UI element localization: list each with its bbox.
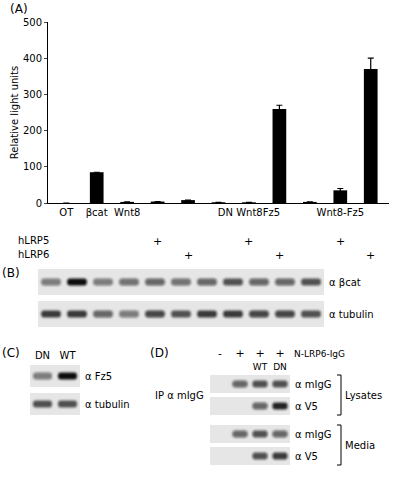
svg-text:(A): (A) — [10, 2, 28, 16]
svg-text:+: + — [244, 235, 253, 248]
svg-text:Wnt8: Wnt8 — [114, 207, 141, 218]
svg-text:βcat: βcat — [86, 207, 108, 218]
svg-text:-: - — [218, 347, 222, 360]
svg-text:Relative light units: Relative light units — [9, 66, 20, 159]
svg-text:+: + — [366, 249, 375, 262]
svg-text:α mIgG: α mIgG — [295, 379, 332, 390]
svg-text:(D): (D) — [150, 346, 169, 360]
svg-text:+: + — [255, 347, 264, 360]
svg-text:N-LRP6-IgG: N-LRP6-IgG — [294, 349, 345, 359]
svg-text:100: 100 — [23, 161, 42, 172]
svg-text:α mIgG: α mIgG — [295, 429, 332, 440]
svg-text:α tubulin: α tubulin — [329, 309, 374, 320]
svg-text:α V5: α V5 — [295, 401, 318, 412]
svg-text:α V5: α V5 — [295, 451, 318, 462]
svg-text:(C): (C) — [2, 346, 20, 360]
svg-text:+: + — [184, 249, 193, 262]
svg-text:+: + — [275, 249, 284, 262]
svg-text:+: + — [153, 235, 162, 248]
svg-text:DN: DN — [35, 350, 50, 361]
svg-text:OT: OT — [59, 207, 74, 218]
svg-text:IP α mIgG: IP α mIgG — [155, 390, 204, 401]
svg-text:+: + — [336, 235, 345, 248]
svg-text:DN: DN — [273, 362, 287, 372]
svg-text:WT: WT — [60, 350, 77, 361]
svg-text:(B): (B) — [2, 266, 20, 280]
svg-text:hLRP5: hLRP5 — [18, 235, 49, 246]
svg-text:+: + — [275, 347, 284, 360]
svg-text:200: 200 — [23, 125, 42, 136]
svg-text:α Fz5: α Fz5 — [85, 371, 112, 382]
svg-text:α tubulin: α tubulin — [85, 399, 130, 410]
svg-text:500: 500 — [23, 17, 42, 28]
svg-text:hLRP6: hLRP6 — [18, 249, 49, 260]
svg-text:300: 300 — [23, 89, 42, 100]
svg-text:+: + — [235, 347, 244, 360]
svg-text:Wnt8-Fz5: Wnt8-Fz5 — [317, 207, 364, 218]
svg-text:Media: Media — [345, 440, 375, 451]
svg-text:α βcat: α βcat — [329, 277, 361, 288]
svg-text:WT: WT — [253, 362, 268, 372]
svg-text:DN Wnt8Fz5: DN Wnt8Fz5 — [218, 207, 280, 218]
svg-text:0: 0 — [36, 198, 42, 209]
svg-text:400: 400 — [23, 53, 42, 64]
svg-text:Lysates: Lysates — [345, 390, 382, 401]
